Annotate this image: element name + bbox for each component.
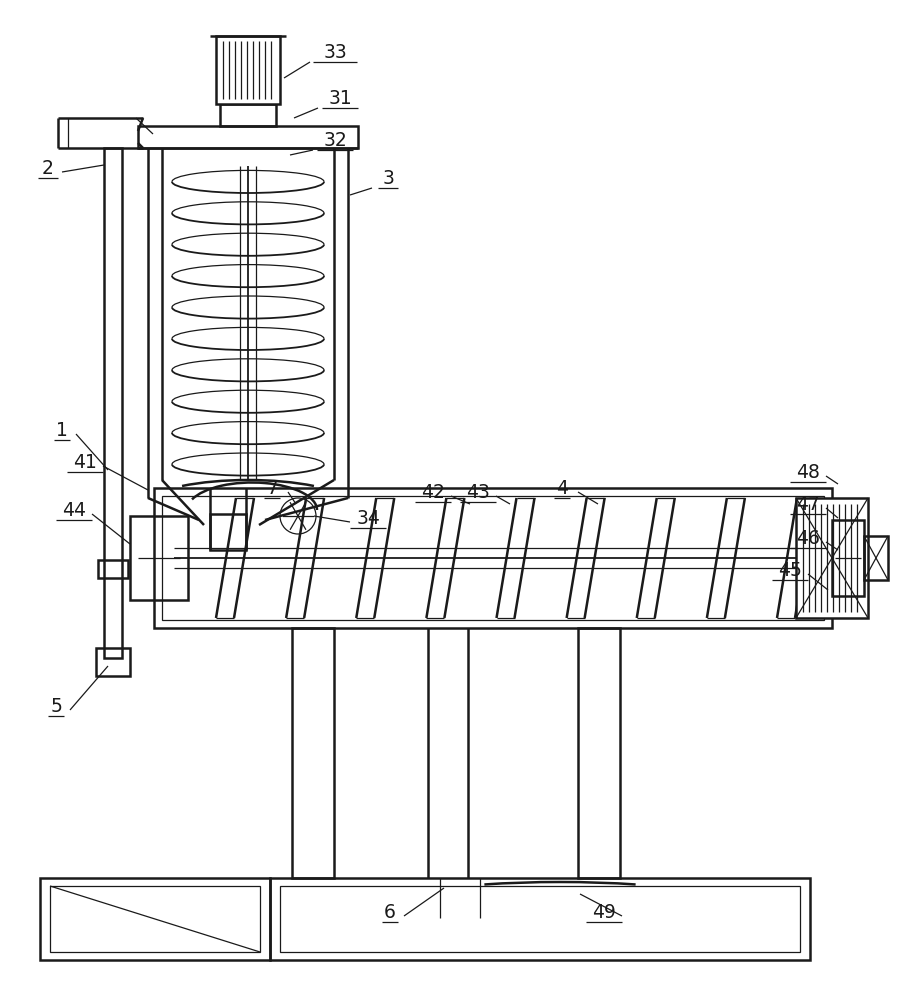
Bar [162, 496, 824, 620]
Text: 48: 48 [796, 462, 820, 482]
Text: 1: 1 [56, 420, 68, 440]
Text: 5: 5 [50, 696, 62, 716]
Text: 32: 32 [324, 130, 347, 149]
Bar [796, 498, 868, 618]
Bar [130, 516, 188, 600]
Bar [210, 514, 246, 550]
Bar [50, 886, 260, 952]
Text: 31: 31 [328, 89, 352, 107]
Text: 7: 7 [266, 479, 278, 497]
Text: 45: 45 [778, 560, 802, 580]
Bar [138, 126, 358, 148]
Text: 34: 34 [356, 508, 380, 528]
Bar [216, 36, 280, 104]
Bar [40, 878, 270, 960]
Text: 49: 49 [592, 902, 616, 922]
Bar [864, 536, 888, 580]
Bar [280, 886, 800, 952]
Text: 47: 47 [796, 494, 820, 514]
Text: 42: 42 [421, 483, 445, 502]
Bar [832, 520, 864, 596]
Text: 46: 46 [796, 528, 820, 548]
Text: 2: 2 [42, 158, 54, 178]
Bar [104, 148, 122, 658]
Bar [292, 628, 334, 878]
Bar [154, 488, 832, 628]
Text: 3: 3 [382, 168, 394, 188]
Bar [98, 560, 128, 578]
Bar [220, 104, 276, 126]
Bar [96, 648, 130, 676]
Text: 41: 41 [73, 452, 97, 472]
Bar [578, 628, 620, 878]
Text: 4: 4 [556, 479, 568, 497]
Text: 43: 43 [466, 483, 490, 502]
Text: 33: 33 [324, 42, 347, 62]
Text: 6: 6 [384, 902, 396, 922]
Bar [270, 878, 810, 960]
Text: 44: 44 [62, 500, 86, 520]
